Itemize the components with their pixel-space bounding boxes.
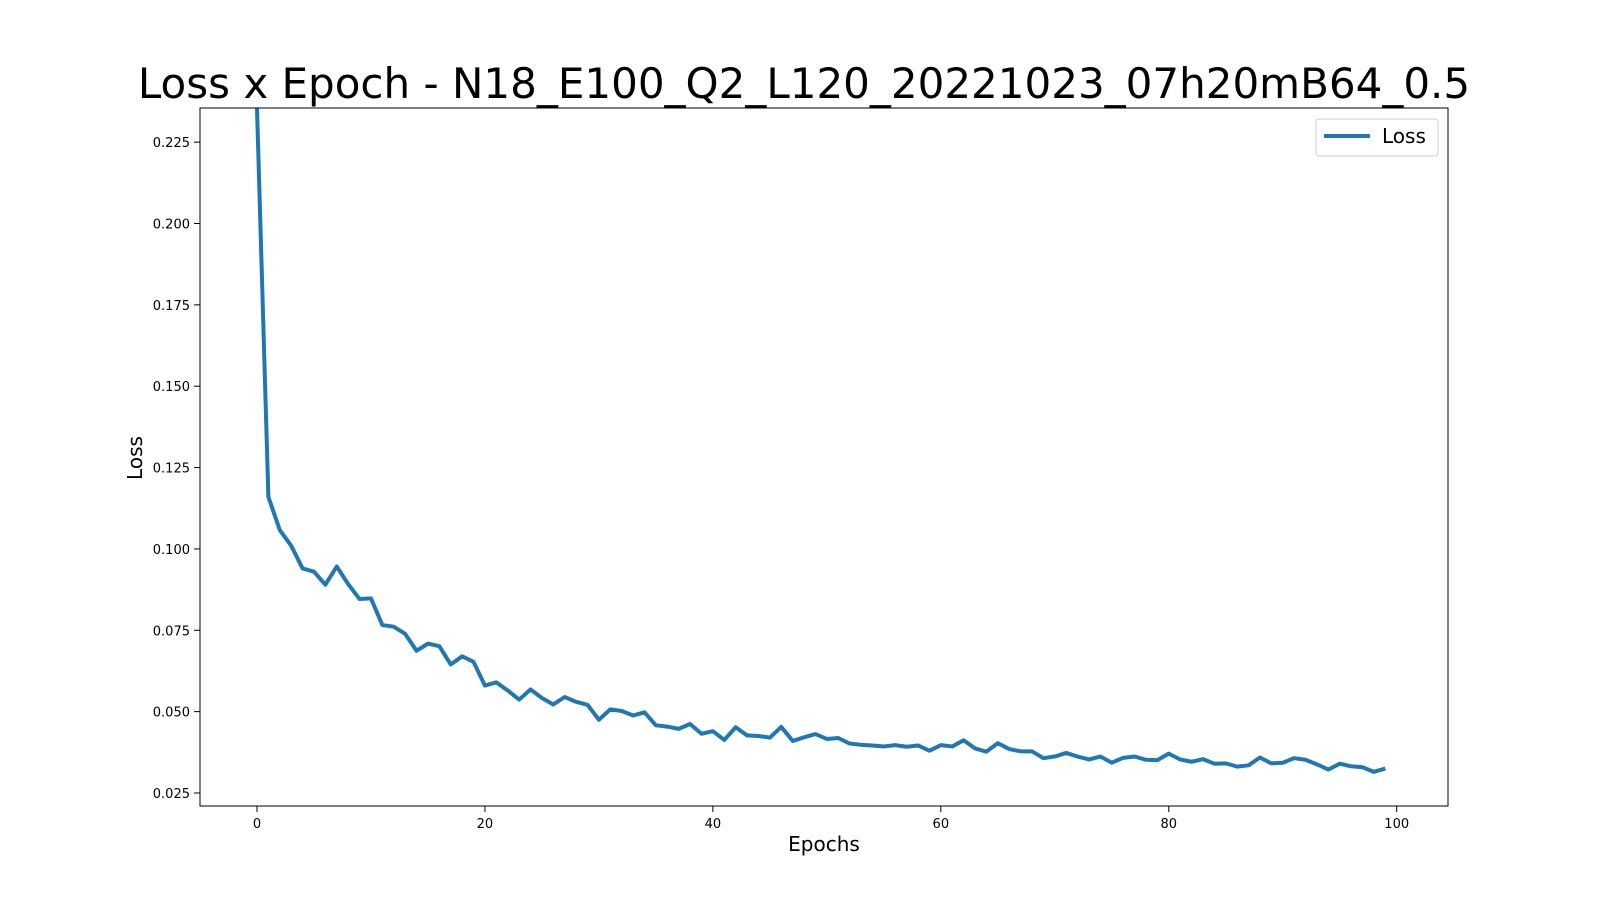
x-axis-ticks: 0 20 40 60 80 100 bbox=[253, 806, 1409, 832]
plot-frame bbox=[199, 107, 1449, 807]
legend: Loss bbox=[1315, 118, 1439, 157]
y-tick-label: 0.150 bbox=[153, 380, 190, 395]
x-tick-label: 100 bbox=[1384, 817, 1409, 832]
chart-title: Loss x Epoch - N18_E100_Q2_L120_20221023… bbox=[138, 59, 1470, 108]
y-axis-ticks: 0.025 0.050 0.075 0.100 0.125 0.150 0.175 0.200… bbox=[153, 136, 200, 802]
x-tick-label: 80 bbox=[1160, 817, 1177, 832]
x-axis-label: Epochs bbox=[788, 832, 860, 856]
y-tick-label: 0.125 bbox=[153, 462, 190, 477]
y-tick-label: 0.225 bbox=[153, 136, 190, 151]
y-axis-label: Loss bbox=[123, 436, 147, 480]
y-tick-label: 0.175 bbox=[153, 299, 190, 314]
legend-label-loss: Loss bbox=[1382, 124, 1426, 148]
y-tick-label: 0.200 bbox=[153, 218, 190, 233]
y-tick-label: 0.100 bbox=[153, 543, 190, 558]
y-tick-label: 0.050 bbox=[153, 706, 190, 721]
legend-box bbox=[1315, 118, 1439, 157]
x-tick-label: 20 bbox=[477, 817, 494, 832]
x-tick-label: 60 bbox=[933, 817, 950, 832]
x-tick-label: 40 bbox=[705, 817, 722, 832]
plot-area bbox=[254, 107, 1386, 774]
y-tick-label: 0.025 bbox=[153, 787, 190, 802]
y-tick-label: 0.075 bbox=[153, 624, 190, 639]
x-tick-label: 0 bbox=[253, 817, 261, 832]
series-line-loss bbox=[254, 107, 1386, 774]
